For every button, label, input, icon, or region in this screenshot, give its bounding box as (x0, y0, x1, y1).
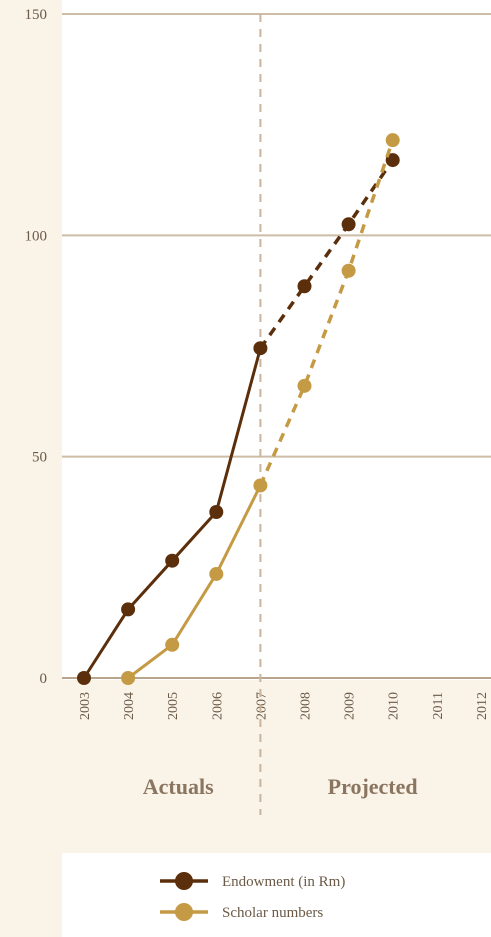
x-tick-label: 2005 (166, 692, 181, 720)
legend-label-scholars: Scholar numbers (222, 905, 323, 921)
x-tick-label: 2012 (475, 692, 490, 720)
data-point-endowment (209, 505, 224, 519)
series-line-projected-endowment (258, 159, 395, 350)
series (77, 133, 400, 685)
x-tick-label: 2004 (122, 692, 137, 720)
data-point-endowment (341, 217, 356, 232)
legend-item-endowment: Endowment (in Rm) (160, 872, 345, 890)
data-point-endowment (121, 602, 136, 617)
data-point-scholars (253, 478, 268, 493)
legend-item-scholars: Scholar numbers (160, 903, 323, 921)
legend-marker-dot-scholars (175, 903, 193, 921)
x-tick-label: 2011 (431, 692, 446, 719)
data-point-endowment (385, 153, 400, 168)
data-point-scholars (341, 263, 356, 278)
gridlines (62, 13, 491, 679)
x-tick-label: 2007 (254, 692, 269, 720)
data-point-endowment (297, 279, 312, 294)
legend-marker-dot-endowment (175, 872, 193, 890)
data-point-endowment (253, 341, 268, 356)
section-label-actuals: Actuals (143, 774, 214, 799)
data-point-endowment (77, 671, 91, 685)
y-tick-label: 50 (32, 450, 47, 466)
y-tick-label: 0 (40, 671, 48, 687)
section-label-projected: Projected (328, 774, 418, 799)
data-point-scholars (121, 671, 136, 685)
data-point-scholars (165, 637, 180, 652)
legend-label-endowment: Endowment (in Rm) (222, 874, 345, 890)
x-tick-label: 2006 (210, 692, 225, 720)
x-tick-label: 2008 (299, 692, 314, 720)
series-line-projected-scholars (258, 139, 395, 487)
data-point-endowment (165, 553, 180, 568)
y-axis-ticks: 0 50 100 150 (25, 7, 48, 687)
series-line-actual-scholars (127, 484, 262, 680)
x-tick-label: 2010 (387, 692, 402, 720)
data-point-scholars (385, 133, 400, 148)
x-axis-ticks: 2003 2004 2005 2006 2007 2008 2009 2010 2011 2012 (78, 692, 490, 720)
data-point-scholars (209, 566, 224, 581)
y-tick-label: 100 (25, 228, 48, 244)
x-tick-label: 2009 (343, 692, 358, 720)
y-tick-label: 150 (25, 7, 48, 23)
plot-background (62, 0, 491, 680)
legend: Endowment (in Rm) Scholar numbers (160, 872, 345, 921)
data-point-scholars (297, 378, 312, 393)
x-tick-label: 2003 (78, 692, 93, 720)
legend-background (62, 853, 491, 937)
